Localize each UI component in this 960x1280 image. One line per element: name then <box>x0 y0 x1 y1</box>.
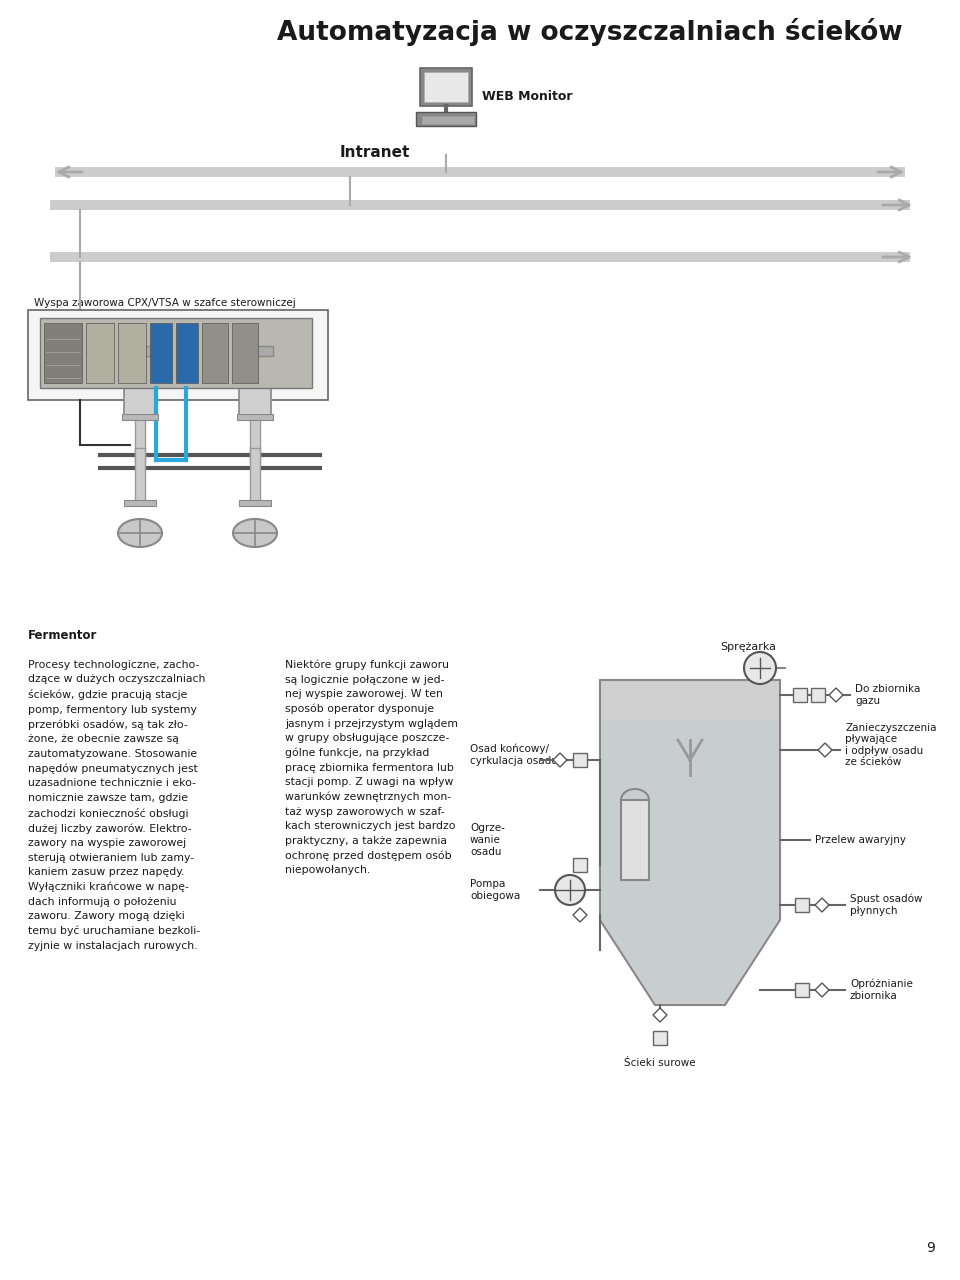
Bar <box>122 413 158 420</box>
Text: Pompa
obiegowa: Pompa obiegowa <box>470 879 520 901</box>
Bar <box>793 689 807 701</box>
Ellipse shape <box>118 518 162 547</box>
Bar <box>55 166 905 177</box>
Bar <box>621 800 649 881</box>
Bar <box>811 689 825 701</box>
Text: Ogrze-
wanie
osadu: Ogrze- wanie osadu <box>470 823 505 856</box>
Polygon shape <box>815 983 829 997</box>
Text: Wyspa zaworowa CPX/VTSA w szafce sterowniczej: Wyspa zaworowa CPX/VTSA w szafce sterown… <box>34 298 296 308</box>
Bar <box>50 252 910 262</box>
Bar <box>28 310 328 399</box>
Text: Spust osadów
płynnych: Spust osadów płynnych <box>850 893 923 916</box>
Bar <box>124 500 156 506</box>
Text: Do zbiornika
gazu: Do zbiornika gazu <box>855 685 921 705</box>
Bar <box>237 413 273 420</box>
Circle shape <box>744 652 776 684</box>
Ellipse shape <box>233 518 277 547</box>
Polygon shape <box>602 719 778 1002</box>
Bar <box>135 448 145 503</box>
Text: Intranet: Intranet <box>340 145 410 160</box>
Bar <box>237 346 273 356</box>
Text: Fermentor: Fermentor <box>28 628 97 643</box>
Bar <box>420 68 472 106</box>
Bar <box>573 858 587 872</box>
Bar <box>176 323 198 383</box>
Bar <box>122 346 158 356</box>
Text: Przelew awaryjny: Przelew awaryjny <box>815 835 906 845</box>
Text: 9: 9 <box>926 1242 935 1254</box>
Bar <box>150 323 172 383</box>
Polygon shape <box>600 680 780 1005</box>
Polygon shape <box>815 899 829 911</box>
Bar <box>795 983 809 997</box>
Bar <box>239 500 271 506</box>
Bar <box>86 323 114 383</box>
Bar <box>250 348 260 463</box>
Circle shape <box>555 876 585 905</box>
Bar <box>422 116 474 124</box>
Bar <box>424 72 468 102</box>
Text: Ścieki surowe: Ścieki surowe <box>624 1059 696 1068</box>
Text: Opróżnianie
zbiornika: Opróżnianie zbiornika <box>850 979 913 1001</box>
Bar <box>124 348 156 419</box>
Bar <box>202 323 228 383</box>
Polygon shape <box>818 742 832 756</box>
Bar <box>250 448 260 503</box>
Bar <box>232 323 258 383</box>
Text: WEB Monitor: WEB Monitor <box>482 90 572 102</box>
Bar <box>795 899 809 911</box>
Polygon shape <box>553 753 567 767</box>
Text: Sprężarka: Sprężarka <box>720 643 776 652</box>
Polygon shape <box>653 1009 667 1021</box>
Bar <box>653 1030 667 1044</box>
Bar <box>44 323 82 383</box>
Bar <box>40 317 312 388</box>
Text: Zanieczyszczenia
pływające
i odpływ osadu
ze ścieków: Zanieczyszczenia pływające i odpływ osad… <box>845 723 937 768</box>
Polygon shape <box>573 908 587 922</box>
Bar <box>135 348 145 463</box>
Text: Osad końcowy/
cyrkulacja osadu: Osad końcowy/ cyrkulacja osadu <box>470 744 558 765</box>
Polygon shape <box>829 689 843 701</box>
Text: Niektóre grupy funkcji zaworu
są logicznie połączone w jed-
nej wyspie zaworowej: Niektóre grupy funkcji zaworu są logiczn… <box>285 660 458 876</box>
Bar <box>118 323 146 383</box>
Bar <box>239 348 271 419</box>
Text: Procesy technologiczne, zacho-
dzące w dużych oczyszczalniach
ścieków, gdzie pra: Procesy technologiczne, zacho- dzące w d… <box>28 660 205 951</box>
Bar <box>573 753 587 767</box>
Bar <box>50 200 910 210</box>
Text: Automatyzacja w oczyszczalniach ścieków: Automatyzacja w oczyszczalniach ścieków <box>277 18 902 46</box>
Bar <box>416 111 476 125</box>
